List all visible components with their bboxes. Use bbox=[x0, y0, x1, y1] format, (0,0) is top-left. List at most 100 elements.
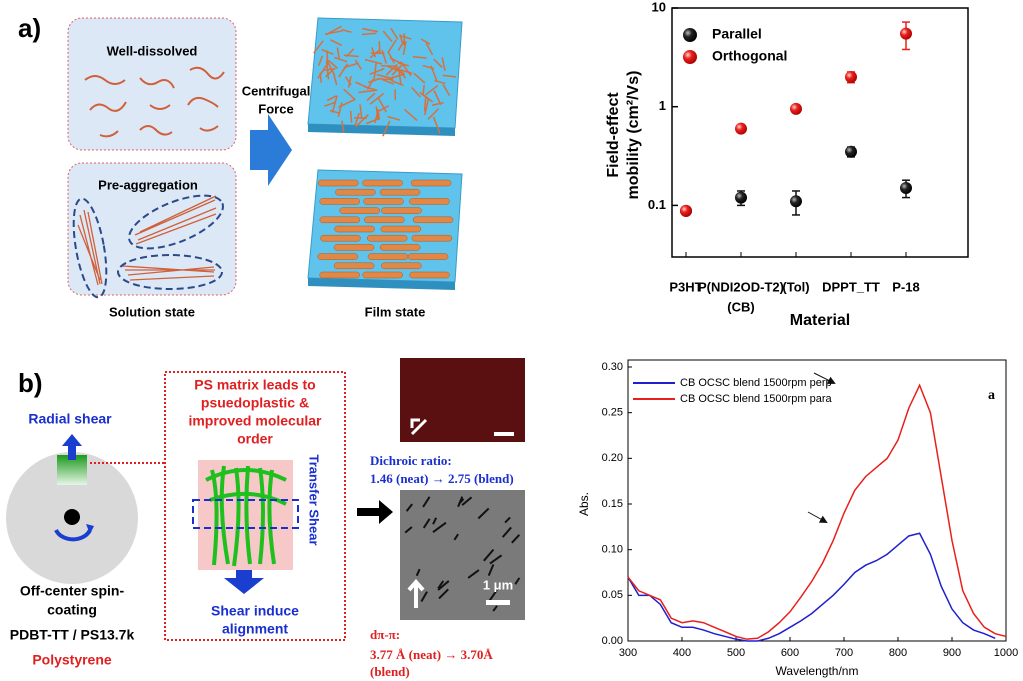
aggregate-outline bbox=[72, 194, 224, 299]
rod bbox=[381, 207, 422, 214]
matrix-box bbox=[164, 371, 346, 641]
point bbox=[845, 145, 857, 158]
d-spacing-text: dπ-π: bbox=[370, 627, 400, 642]
rod bbox=[388, 52, 395, 64]
caption: Polystyrene bbox=[32, 652, 112, 668]
y-axis-label: Field-effect bbox=[605, 92, 622, 178]
crack bbox=[415, 568, 421, 577]
rod bbox=[376, 78, 394, 81]
polymer-chains bbox=[84, 66, 225, 138]
x-tick-label: (CB) bbox=[727, 299, 754, 314]
x-axis-label: Wavelength/nm bbox=[776, 664, 859, 678]
y-tick-label: 0.05 bbox=[602, 589, 623, 601]
rod bbox=[319, 72, 323, 83]
rod bbox=[362, 271, 403, 279]
crack bbox=[420, 591, 428, 603]
crack bbox=[492, 605, 498, 612]
plot-frame bbox=[671, 7, 969, 258]
x-tick-label: 300 bbox=[619, 647, 637, 659]
rod bbox=[332, 73, 338, 86]
rod bbox=[361, 32, 377, 36]
crack bbox=[467, 569, 480, 579]
rod bbox=[335, 188, 376, 196]
rod bbox=[433, 90, 442, 106]
point bbox=[735, 122, 747, 135]
rod bbox=[431, 101, 444, 106]
rod bbox=[432, 116, 441, 134]
rod bbox=[430, 65, 438, 82]
rod bbox=[319, 271, 360, 279]
rod bbox=[354, 59, 362, 70]
dichroic-text: Dichroic ratio: bbox=[370, 453, 452, 468]
rod bbox=[373, 62, 378, 80]
rod bbox=[324, 101, 337, 107]
caption: coating bbox=[47, 602, 97, 618]
rod bbox=[391, 63, 405, 76]
rod bbox=[331, 95, 338, 113]
y-axis-label: mobility (cm²/Vs) bbox=[625, 71, 642, 200]
rod bbox=[366, 234, 408, 242]
peak-arrow bbox=[813, 372, 836, 384]
rod bbox=[363, 198, 404, 205]
matrix-text: improved molecular bbox=[188, 413, 322, 429]
film-edge bbox=[308, 278, 455, 290]
crack bbox=[489, 554, 503, 565]
scale-label: 1 μm bbox=[483, 577, 513, 592]
legend-label: CB OCSC blend 1500rpm para bbox=[680, 393, 833, 405]
rod bbox=[379, 244, 421, 251]
caption: Shear induce bbox=[211, 603, 299, 619]
force-label: Force bbox=[258, 101, 293, 116]
force-label: Centrifugal bbox=[242, 83, 311, 98]
legend-label: Parallel bbox=[712, 26, 762, 42]
rod bbox=[382, 30, 393, 43]
caption: PDBT-TT / PS13.7k bbox=[10, 627, 135, 643]
rod bbox=[377, 96, 387, 113]
direction-arrow bbox=[410, 418, 428, 436]
micrograph bbox=[400, 358, 525, 442]
rod bbox=[409, 198, 450, 205]
rod bbox=[359, 104, 363, 119]
rod bbox=[390, 79, 404, 87]
crack bbox=[405, 503, 413, 512]
y-tick-label: 10 bbox=[652, 0, 666, 14]
rod bbox=[442, 74, 456, 78]
rod bbox=[412, 216, 454, 224]
d-spacing-text: 3.77 Å (neat) → 3.70Å bbox=[370, 647, 493, 662]
point bbox=[845, 70, 857, 83]
rod bbox=[358, 89, 376, 94]
rod bbox=[402, 41, 407, 55]
micrograph bbox=[400, 490, 525, 620]
y-tick-label: 0.30 bbox=[602, 361, 623, 373]
y-tick-label: 0.1 bbox=[648, 197, 666, 212]
rod bbox=[325, 25, 342, 36]
rod bbox=[334, 225, 375, 233]
crack bbox=[453, 533, 459, 541]
rod bbox=[404, 108, 418, 122]
panel-label: b) bbox=[18, 368, 43, 398]
x-tick-label: DPPT_TT bbox=[822, 279, 880, 294]
d-spacing-text: (blend) bbox=[370, 664, 410, 679]
crack bbox=[437, 580, 450, 591]
rod bbox=[336, 47, 340, 59]
x-tick-label: P3HT bbox=[669, 279, 702, 294]
box-label: Well-dissolved bbox=[107, 43, 198, 58]
rod bbox=[354, 112, 360, 126]
point bbox=[900, 27, 912, 40]
line bbox=[627, 532, 996, 642]
line bbox=[627, 383, 1007, 640]
caption: alignment bbox=[222, 621, 288, 637]
rod bbox=[317, 253, 359, 260]
rod bbox=[325, 68, 334, 78]
x-tick-label: P(NDI2OD-T2) bbox=[698, 279, 784, 294]
rod bbox=[364, 216, 405, 224]
rod bbox=[409, 271, 450, 279]
polymer-strands bbox=[205, 465, 287, 567]
crack bbox=[477, 507, 490, 520]
y-tick-label: 0.10 bbox=[602, 544, 623, 556]
rod bbox=[433, 58, 443, 68]
legend-marker bbox=[683, 28, 697, 42]
rod bbox=[333, 244, 375, 251]
crack bbox=[487, 564, 495, 577]
rod bbox=[387, 39, 397, 54]
matrix-text: PS matrix leads to bbox=[194, 377, 315, 393]
